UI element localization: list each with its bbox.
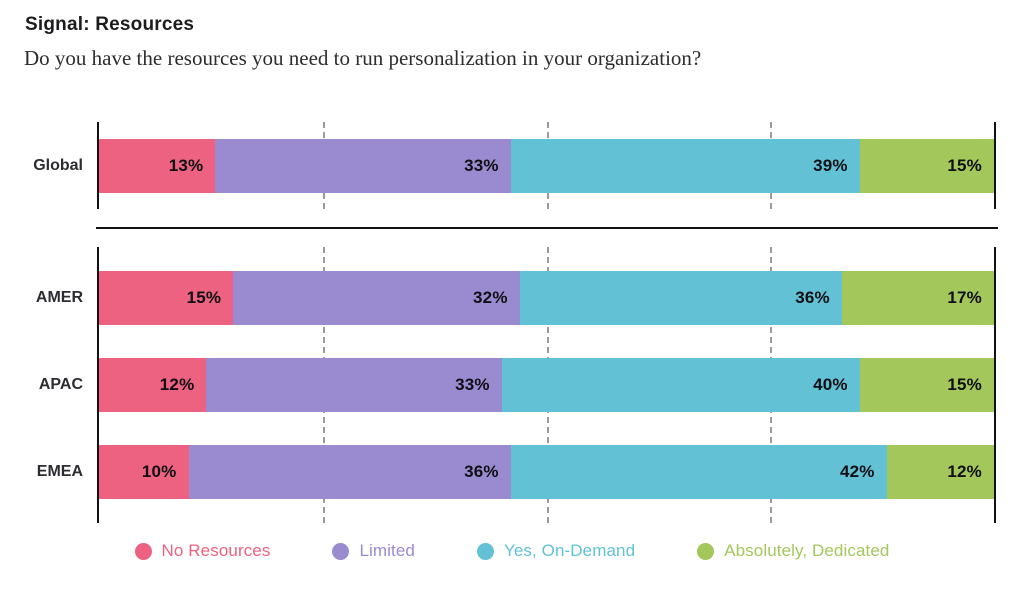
- segment-value-label: 17%: [947, 288, 982, 307]
- plot-area-regional: AMER 15% 32% 36% 17% APAC 12% 33% 40% 15% EMEA 10% 3…: [36, 247, 996, 523]
- legend-item-limited: Limited: [332, 541, 415, 561]
- legend-dot-icon: [134, 542, 152, 560]
- legend-label: No Resources: [161, 541, 271, 560]
- segment-value-label: 33%: [464, 155, 499, 175]
- segment-limited: 33%: [215, 138, 511, 193]
- legend-item-yes-on-demand: Yes, On-Demand: [476, 541, 636, 561]
- segment-value-label: 15%: [947, 155, 982, 175]
- legend-label: Yes, On-Demand: [503, 541, 636, 560]
- segment-value-label: 39%: [813, 155, 848, 175]
- bar-row-amer: AMER 15% 32% 36% 17%: [36, 271, 994, 325]
- legend-dot-icon: [476, 542, 494, 560]
- segment-absolutely-dedicated: 17%: [841, 271, 994, 325]
- segment-value-label: 33%: [455, 375, 490, 394]
- segment-limited: 33%: [206, 358, 502, 412]
- chart-question: Do you have the resources you need to ru…: [24, 46, 702, 70]
- legend-dot-icon: [697, 542, 715, 560]
- segment-limited: 32%: [233, 271, 520, 325]
- segment-absolutely-dedicated: 15%: [859, 138, 994, 193]
- legend-dot-icon: [332, 542, 350, 560]
- segment-value-label: 15%: [186, 288, 222, 307]
- segment-value-label: 10%: [141, 462, 177, 481]
- segment-value-label: 12%: [947, 462, 982, 481]
- stacked-bar-emea: 10% 36% 42% 12%: [99, 445, 994, 499]
- bar-row-emea: EMEA 10% 36% 42% 12%: [37, 445, 994, 499]
- segment-value-label: 42%: [839, 462, 875, 481]
- segment-value-label: 36%: [464, 462, 499, 481]
- row-label-emea: EMEA: [36, 463, 83, 480]
- bar-row-global: Global 13% 33% 39% 15%: [33, 138, 994, 193]
- section-divider: [96, 227, 998, 229]
- segment-absolutely-dedicated: 12%: [886, 445, 994, 499]
- bar-row-apac: APAC 12% 33% 40% 15%: [39, 358, 994, 412]
- row-label-apac: APAC: [38, 376, 83, 393]
- legend-label: Limited: [359, 541, 415, 560]
- stacked-bar-amer: 15% 32% 36% 17%: [99, 271, 994, 325]
- plot-area-global: Global 13% 33% 39% 15%: [33, 122, 996, 209]
- segment-value-label: 13%: [168, 155, 204, 175]
- row-label-global: Global: [33, 156, 83, 174]
- segment-absolutely-dedicated: 15%: [859, 358, 994, 412]
- segment-value-label: 32%: [473, 288, 508, 307]
- segment-yes-on-demand: 42%: [510, 445, 887, 499]
- segment-value-label: 12%: [159, 375, 195, 394]
- segment-value-label: 40%: [813, 375, 848, 394]
- segment-limited: 36%: [188, 445, 511, 499]
- legend-item-absolutely-dedicated: Absolutely, Dedicated: [697, 541, 889, 561]
- segment-yes-on-demand: 36%: [519, 271, 842, 325]
- stacked-bar-apac: 12% 33% 40% 15%: [99, 358, 994, 412]
- segment-no-resources: 13%: [99, 138, 216, 193]
- segment-value-label: 15%: [947, 375, 982, 394]
- legend: No Resources Limited Yes, On-Demand Absolut…: [0, 541, 1024, 561]
- segment-no-resources: 12%: [99, 358, 207, 412]
- row-label-amer: AMER: [35, 289, 83, 306]
- page-title: Signal: Resources: [25, 14, 195, 35]
- segment-yes-on-demand: 40%: [501, 358, 860, 412]
- segment-value-label: 36%: [795, 288, 830, 307]
- stacked-bar-global: 13% 33% 39% 15%: [99, 138, 994, 193]
- legend-label: Absolutely, Dedicated: [724, 541, 890, 560]
- legend-item-no-resources: No Resources: [134, 541, 271, 561]
- segment-yes-on-demand: 39%: [510, 138, 860, 193]
- segment-no-resources: 10%: [99, 445, 189, 499]
- segment-no-resources: 15%: [99, 271, 234, 325]
